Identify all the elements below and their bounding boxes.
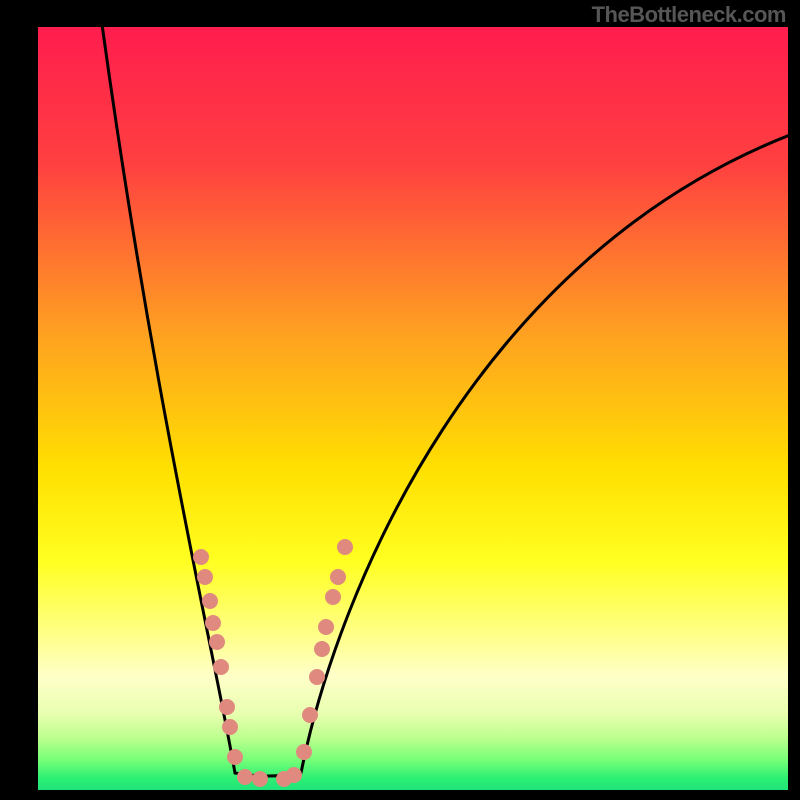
data-point [252, 771, 268, 787]
data-point [202, 593, 218, 609]
data-point [337, 539, 353, 555]
watermark-text: TheBottleneck.com [592, 2, 786, 28]
data-point [318, 619, 334, 635]
data-point [227, 749, 243, 765]
data-point [222, 719, 238, 735]
data-point [325, 589, 341, 605]
data-point [209, 634, 225, 650]
data-point [330, 569, 346, 585]
data-point [193, 549, 209, 565]
data-point [213, 659, 229, 675]
data-point [302, 707, 318, 723]
v-curve [101, 27, 788, 776]
data-point [237, 769, 253, 785]
chart-stage: TheBottleneck.com [0, 0, 800, 800]
data-point [286, 767, 302, 783]
plot-area [38, 27, 788, 790]
data-point [309, 669, 325, 685]
curve-layer [38, 27, 788, 790]
data-point [219, 699, 235, 715]
data-point [197, 569, 213, 585]
data-point [314, 641, 330, 657]
data-point [296, 744, 312, 760]
data-point [205, 615, 221, 631]
